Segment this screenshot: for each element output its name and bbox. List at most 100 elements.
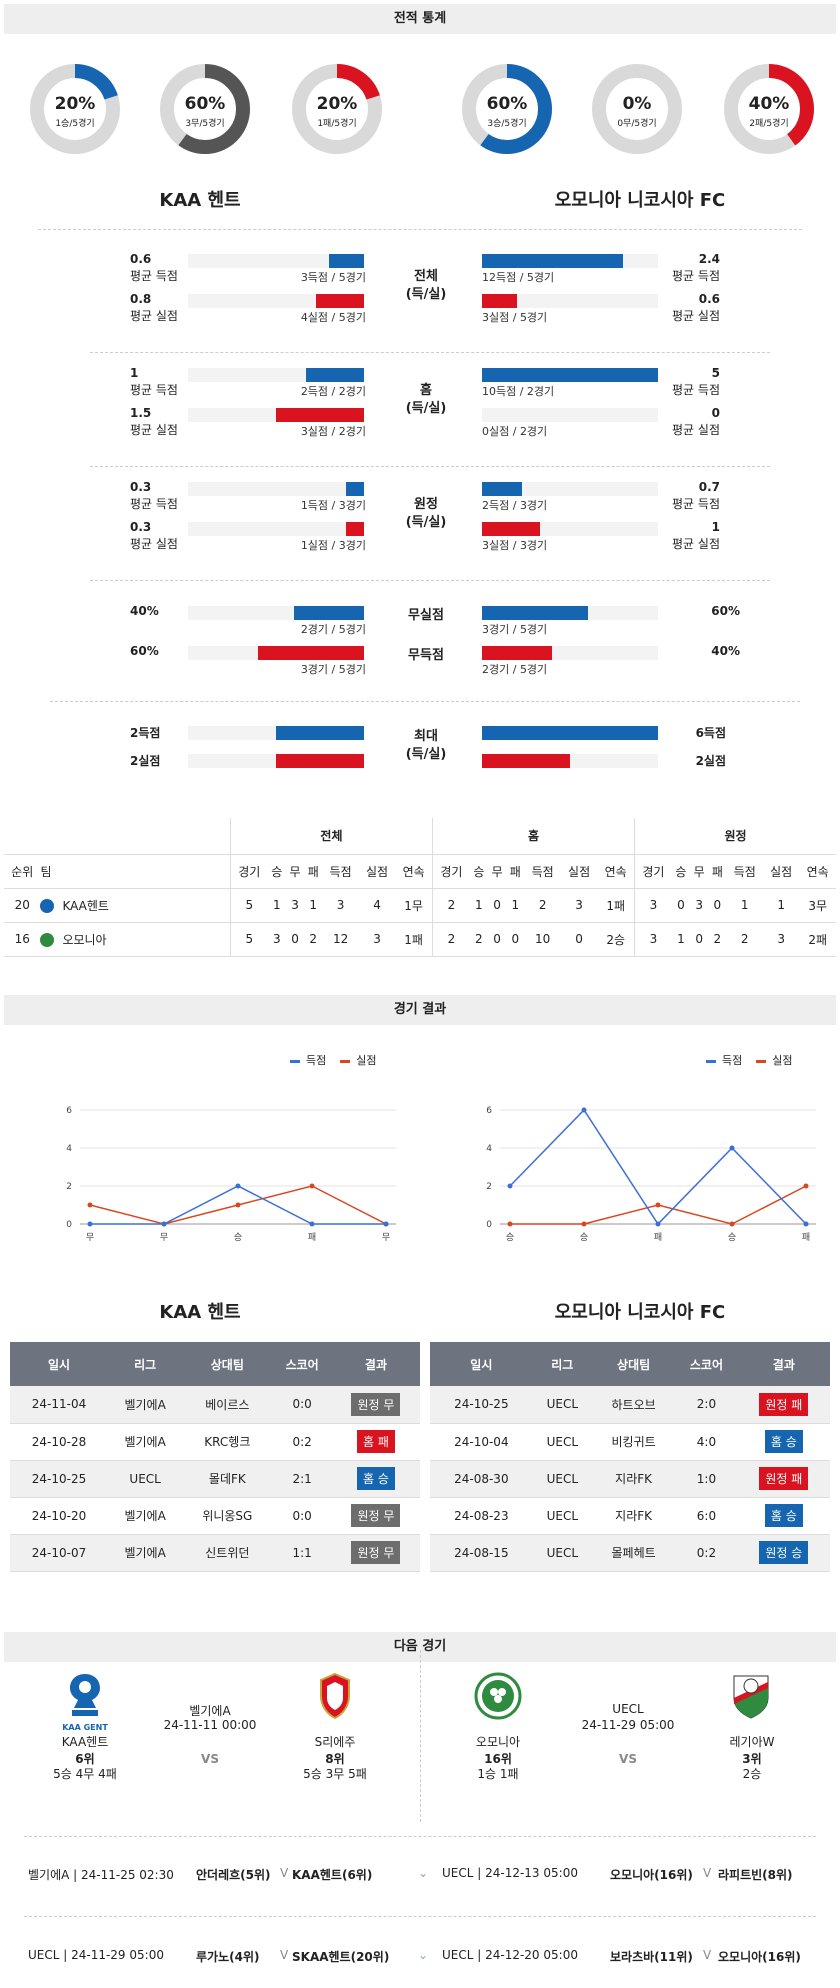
legia-logo-icon — [733, 1675, 769, 1719]
chevron-down-icon[interactable]: ⌄ — [418, 1866, 429, 1880]
standings-cell: 0 — [511, 932, 520, 946]
standings-col-header: 무 — [491, 864, 503, 879]
fixture-right-vs: V — [703, 1866, 712, 1880]
stat-group-label-line1: 전체 — [414, 269, 438, 284]
results-date: 24-10-25 — [10, 1460, 108, 1498]
stat-group-label-line1: 홈 — [420, 383, 432, 398]
results-league: 벨기에A — [107, 1423, 183, 1461]
home-bar-fill — [346, 522, 364, 536]
home-rate-value: 60% — [130, 644, 159, 658]
standings-col-header: 실점 — [770, 864, 793, 879]
standings-cell: 3 — [695, 898, 703, 912]
standings-blank — [4, 818, 231, 854]
results-league: UECL — [532, 1386, 592, 1424]
legend-conceded-swatch — [340, 1059, 351, 1063]
x-tick-label: 패 — [308, 1232, 316, 1243]
standings-col-header: 경기 — [238, 864, 261, 879]
result-badge: 홈 승 — [764, 1430, 803, 1453]
standings-col-header: 실점 — [365, 864, 389, 879]
away-stat-value: 5 — [711, 366, 720, 380]
y-tick-label: 4 — [486, 1144, 492, 1154]
result-badge: 원정 패 — [759, 1467, 809, 1490]
bar-track — [188, 254, 364, 268]
home-stat-label: 평균 득점 — [130, 383, 178, 397]
omonia-logo-icon — [40, 933, 55, 947]
scored-point — [803, 1221, 809, 1227]
away-results-table: 일시 리그 상대팀 스코어 결과 24-10-25 UECL 하트오브 2:0 원정 패 24-10… — [430, 1342, 830, 1572]
next-right-rec-a: 1승 1패 — [477, 1767, 519, 1781]
results-row: 24-10-20 벨기에A 위니옹SG 0:0 원정 무 — [10, 1497, 420, 1535]
divider — [38, 229, 802, 230]
x-tick-label: 패 — [802, 1232, 810, 1243]
donut-percent: 20% — [54, 94, 96, 114]
stat-group-label-line2: (득/실) — [405, 287, 447, 302]
results-score: 2:0 — [675, 1386, 738, 1424]
results-header: 결과 — [737, 1342, 830, 1386]
scored-point — [235, 1183, 241, 1189]
donut-ring — [592, 64, 682, 154]
results-date: 24-10-28 — [10, 1423, 108, 1461]
results-league: UECL — [107, 1460, 183, 1498]
away-rate-value: 40% — [711, 644, 740, 658]
divider — [24, 1916, 816, 1917]
donut-percent: 20% — [316, 94, 358, 114]
away-bar-fill — [482, 606, 588, 620]
away-stat-caption: 3실점 / 3경기 — [482, 539, 548, 552]
divider — [50, 701, 800, 702]
standings-cell: 1패 — [395, 922, 434, 956]
donut-ring — [292, 64, 382, 154]
away-stat-label: 평균 득점 — [672, 383, 720, 397]
max-label: 최대 (득/실) — [396, 728, 456, 764]
conceded-point — [507, 1221, 513, 1227]
standings-cell: 3 — [649, 932, 658, 946]
standings-cell: 0 — [677, 898, 685, 912]
next-left-team-a: KAA헨트 — [61, 1735, 109, 1749]
results-header-row: 일시 리그 상대팀 스코어 결과 — [430, 1342, 830, 1386]
away-stat-caption: 10득점 / 2경기 — [482, 385, 555, 398]
standings-col-header: 패 — [711, 864, 723, 879]
home-bar-fill — [276, 726, 364, 740]
results-opp: 지라FK — [591, 1497, 676, 1535]
standings-cell: 0 — [291, 932, 299, 946]
fixture-left-team-b: SKAA헨트(20위) — [292, 1950, 390, 1964]
away-bar-fill — [482, 368, 658, 382]
results-row: 24-10-25 UECL 몰데FK 2:1 홈 승 — [10, 1460, 420, 1498]
away-bar-fill — [482, 726, 658, 740]
donut-arc — [724, 64, 814, 154]
standings-cell: 2 — [740, 932, 749, 946]
away-bar-fill — [482, 294, 518, 308]
stat-group-label: 원정 (득/실) — [396, 496, 456, 532]
legend-conceded-swatch — [756, 1059, 767, 1063]
scored-point — [383, 1221, 389, 1227]
standings-cell: 10 — [535, 932, 551, 946]
standings-col-header: 경기 — [642, 864, 665, 879]
scored-point — [655, 1221, 661, 1227]
away-rate-caption: 2경기 / 5경기 — [482, 663, 548, 676]
divider — [90, 466, 770, 467]
next-left-rec-b: 5승 3무 5패 — [303, 1767, 367, 1781]
x-tick-label: 패 — [654, 1232, 662, 1243]
donut-subtitle: 1승/5경기 — [55, 119, 95, 129]
results-header: 결과 — [331, 1342, 420, 1386]
home-stat-value: 0.3 — [130, 520, 152, 534]
away-stat-caption: 12득점 / 5경기 — [482, 271, 555, 284]
standings-cell: 0 — [493, 898, 501, 912]
divider — [90, 580, 770, 581]
standings-col-header: 패 — [509, 864, 521, 879]
donut-ring — [160, 64, 250, 154]
fixture-right-team-a: 오모니아(16위) — [610, 1868, 693, 1882]
standings-table: 전체 홈 원정 순위 팀 경기 승 무 패 득점 실점 연속 경기 승 무 패 득점 실점 연속 경기 승 무 패 득점… — [4, 818, 836, 957]
results-opp: 비킹귀트 — [591, 1423, 676, 1461]
results-league: 벨기에A — [107, 1386, 183, 1424]
chevron-down-icon[interactable]: ⌄ — [418, 1948, 429, 1962]
donut-percent: 60% — [486, 94, 528, 114]
standings-group-home: 홈 — [432, 818, 636, 854]
results-opp: 지라FK — [591, 1460, 676, 1498]
bar-track — [482, 294, 658, 308]
standings-col-header: 득점 — [733, 864, 756, 879]
donut-percent: 40% — [748, 94, 790, 114]
results-date: 24-11-04 — [10, 1386, 108, 1424]
standings-cell: 0 — [713, 898, 722, 912]
away-bar-fill — [482, 522, 541, 536]
results-header: 리그 — [107, 1342, 183, 1386]
